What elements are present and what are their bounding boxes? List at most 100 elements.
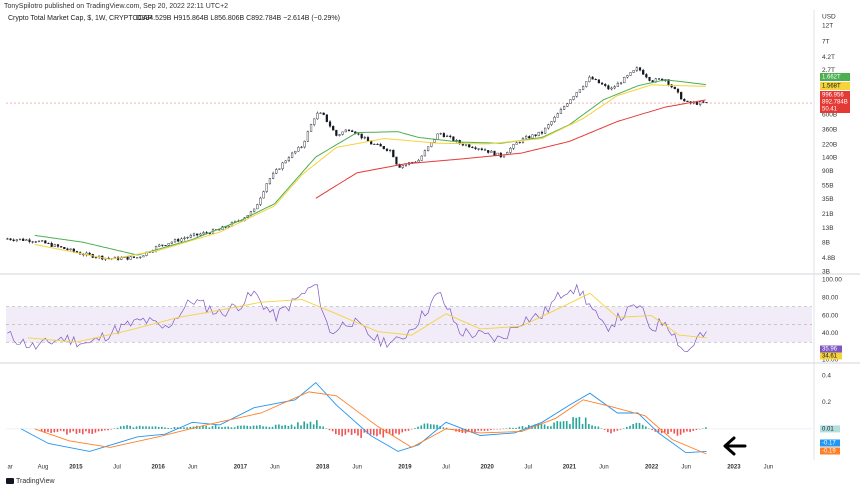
candle-body — [528, 136, 531, 139]
candle-body — [366, 137, 370, 142]
price-tick-label: 13B — [822, 225, 834, 232]
candle-body — [667, 79, 670, 85]
macd-histogram-bar — [211, 426, 214, 429]
candle-body — [585, 81, 588, 87]
macd-histogram-bar — [645, 426, 647, 429]
candle-body — [563, 106, 566, 110]
time-axis-label: Jul — [524, 465, 532, 471]
candle-body — [44, 240, 47, 244]
price-badge-text: 996.956 — [822, 93, 844, 99]
macd-histogram-bar — [584, 417, 587, 429]
rsi-badge-text: 35.96 — [822, 347, 838, 353]
price-tick-label: 2.7T — [822, 67, 835, 74]
macd-histogram-bar — [217, 426, 220, 429]
macd-histogram-bar — [271, 426, 274, 429]
macd-histogram-bar — [202, 425, 204, 429]
candle-body — [705, 101, 708, 103]
macd-histogram-bar — [543, 424, 546, 429]
price-tick-label: 21B — [822, 211, 834, 218]
macd-histogram-bar — [40, 428, 43, 432]
macd-histogram-bar — [335, 428, 337, 435]
tradingview-logo-icon — [6, 478, 14, 485]
macd-histogram-bar — [673, 428, 676, 434]
macd-histogram-bar — [376, 428, 378, 437]
macd-histogram-bar — [325, 428, 328, 429]
macd-badge-text: -0.17 — [822, 441, 836, 447]
macd-histogram-bar — [328, 428, 331, 431]
rsi-tick-label: 80.00 — [822, 294, 839, 301]
macd-histogram-bar — [300, 425, 302, 429]
macd-histogram-bar — [607, 428, 609, 433]
macd-histogram-bar — [357, 428, 359, 436]
macd-histogram-bar — [138, 425, 141, 429]
price-badge-text: 50.41 — [822, 107, 838, 113]
candle-body — [341, 131, 344, 135]
tradingview-branding[interactable]: TradingView — [6, 478, 55, 485]
macd-histogram-bar — [186, 427, 188, 429]
macd-tick-label: 0.2 — [822, 399, 831, 406]
macd-histogram-bar — [651, 428, 653, 431]
macd-histogram-bar — [142, 426, 144, 429]
macd-histogram-bar — [255, 425, 258, 429]
macd-histogram-bar — [309, 421, 312, 429]
candle-body — [271, 173, 275, 179]
time-axis-label: Jun — [599, 465, 609, 471]
macd-histogram-bar — [214, 425, 217, 429]
price-badge-text: 1.662T — [822, 75, 841, 81]
candle-body — [673, 86, 676, 90]
candle-body — [544, 127, 547, 134]
macd-histogram-bar — [259, 425, 261, 429]
macd-histogram-bar — [135, 426, 138, 429]
macd-histogram-bar — [145, 426, 147, 429]
price-tick-label: 55B — [822, 182, 834, 189]
candle-body — [474, 147, 477, 150]
macd-histogram-bar — [505, 428, 508, 429]
macd-histogram-bar — [398, 428, 400, 435]
candle-body — [490, 150, 493, 153]
macd-histogram-bar — [401, 428, 404, 433]
macd-histogram-bar — [287, 425, 290, 429]
rsi-tick-label: 40.00 — [822, 330, 839, 337]
macd-histogram-bar — [319, 426, 321, 429]
macd-histogram-bar — [176, 427, 179, 429]
candle-body — [335, 129, 338, 136]
macd-histogram-bar — [94, 428, 97, 433]
candle-body — [537, 131, 540, 136]
macd-histogram-bar — [110, 428, 113, 430]
macd-histogram-bar — [442, 427, 445, 429]
price-tick-label: 12T — [822, 23, 833, 30]
price-badge-countdown — [820, 105, 850, 113]
candle-body — [256, 204, 259, 210]
macd-histogram-bar — [616, 428, 619, 431]
macd-histogram-bar — [148, 426, 150, 429]
candle-body — [186, 237, 189, 239]
candle-body — [360, 133, 363, 139]
candle-body — [385, 148, 389, 151]
candle-body — [253, 208, 256, 212]
candle-body — [515, 142, 518, 145]
macd-histogram-bar — [578, 416, 581, 429]
macd-histogram-bar — [363, 428, 366, 433]
rsi-badge — [820, 345, 842, 353]
macd-histogram-bar — [629, 425, 631, 429]
candle-body — [395, 156, 398, 165]
time-axis-label: 2015 — [69, 465, 83, 471]
macd-histogram-bar — [164, 427, 166, 429]
candle-body — [319, 112, 322, 114]
candle-body — [376, 143, 379, 145]
candle-body — [63, 246, 66, 250]
macd-histogram-bar — [107, 428, 109, 431]
candle-body — [569, 99, 572, 104]
macd-histogram-bar — [246, 425, 249, 429]
symbol-title[interactable]: Crypto Total Market Cap, $, 1W, CRYPTOCA… — [8, 15, 153, 22]
candle-body — [205, 232, 208, 234]
publisher-line: TonySpilotro published on TradingView.co… — [4, 3, 229, 10]
candle-body — [401, 165, 404, 168]
price-tick-label: 7T — [822, 39, 830, 46]
macd-histogram-bar — [322, 426, 324, 429]
candle-body — [328, 121, 332, 127]
macd-histogram-bar — [575, 417, 578, 429]
macd-histogram-bar — [78, 428, 81, 433]
time-axis-label: Jul — [442, 465, 450, 471]
